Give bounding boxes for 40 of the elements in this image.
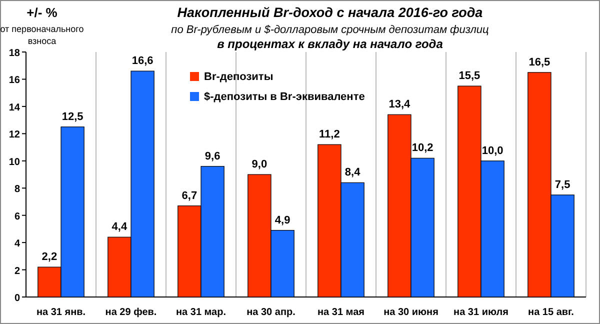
x-tick-label: на 30 июня: [384, 307, 439, 318]
y-tick-label: 18: [8, 48, 20, 59]
x-tick-label: на 31 мар.: [176, 307, 226, 318]
data-label: 6,7: [182, 190, 198, 202]
y-tick-label: 14: [8, 102, 20, 114]
y-tick-label: 0: [14, 293, 20, 304]
y-tick-label: 10: [8, 156, 20, 168]
data-label: 16,6: [132, 55, 154, 68]
data-label: 12,5: [62, 110, 84, 123]
x-tick-label: на 30 апр.: [246, 307, 296, 318]
y-tick-label: 12: [8, 130, 20, 141]
data-label: 7,5: [554, 178, 570, 191]
data-label: 11,2: [319, 128, 340, 141]
data-label: 15,5: [458, 70, 480, 82]
text: от первоначального взноса: [0, 24, 84, 46]
data-label: 8,4: [344, 166, 362, 179]
data-label: 10,0: [482, 144, 504, 157]
y-tick-label: 2: [14, 266, 20, 277]
chart-subtitle: по Br-рублевым и $-долларовым срочным депозитам физлиц в процентах к вкладу на начало года: [171, 24, 489, 51]
data-label: 10,2: [412, 142, 434, 154]
legend-label: $-депозиты в Br-эквиваленте: [204, 91, 365, 103]
x-tick-label: на 31 июля: [454, 307, 509, 318]
data-label: 9,0: [252, 158, 268, 170]
x-tick-label: на 31 мая: [318, 307, 365, 318]
chart-title: Накопленный Br-доход с начала 2016-го года: [177, 5, 484, 20]
legend-label: Br-депозиты: [204, 71, 274, 83]
data-label: 9,6: [204, 150, 220, 162]
y-tick-label: 4: [14, 238, 20, 250]
data-label: 4,4: [112, 221, 128, 234]
x-tick-label: на 31 янв.: [36, 307, 86, 318]
x-tick-label: на 15 авг.: [528, 307, 574, 318]
x-tick-label: на 29 фев.: [105, 307, 157, 318]
data-label: 4,9: [274, 214, 290, 226]
y-tick-label: 8: [14, 184, 20, 196]
data-label: 2,2: [42, 251, 58, 264]
y-tick-label: 16: [8, 75, 20, 86]
data-label: 13,4: [388, 98, 412, 111]
data-label: 16,5: [528, 56, 550, 68]
y-axis-title: +/- %: [26, 5, 58, 20]
y-tick-label: 6: [14, 211, 20, 222]
